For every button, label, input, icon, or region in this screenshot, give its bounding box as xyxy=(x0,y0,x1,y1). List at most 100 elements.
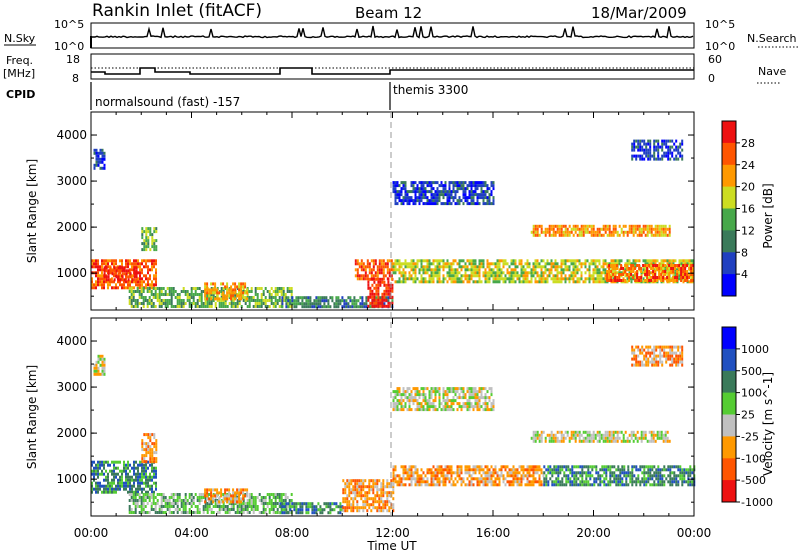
velocity-region-0 xyxy=(91,460,157,494)
velocity-colorbar-tick-7: -1000 xyxy=(741,496,773,509)
velocity-colorbar-tick-5: -100 xyxy=(741,452,766,465)
velocity-region-4 xyxy=(204,488,249,504)
power-region-1 xyxy=(103,266,138,282)
freq-unit: [MHz] xyxy=(3,67,35,80)
cpid-label: CPID xyxy=(6,88,35,101)
power-region-3 xyxy=(93,148,106,170)
velocity-region-10 xyxy=(392,387,495,412)
velocity-colorbar-tick-0: 1000 xyxy=(741,343,769,356)
power-colorbar: 28 24 20 16 12 8 4 xyxy=(721,120,755,297)
nsearch-tick-top: 10^5 xyxy=(705,18,735,31)
velocity-ytick-2: 2000 xyxy=(56,426,87,440)
nsky-label: N.Sky xyxy=(4,32,36,45)
cpid-segment-1: normalsound (fast) -157 xyxy=(95,95,240,109)
cpid-segment-2: themis 3300 xyxy=(393,83,468,97)
power-region-8 xyxy=(354,259,393,281)
power-region-10 xyxy=(606,264,695,282)
x-tick-5: 20:00 xyxy=(576,526,611,540)
nsky-tick-bottom: 10^0 xyxy=(54,40,84,53)
velocity-colorbar-tick-2: 100 xyxy=(741,387,762,400)
velocity-colorbar-swatch-4 xyxy=(722,414,736,437)
freq-tick-top: 18 xyxy=(66,53,80,66)
freq-trace xyxy=(91,67,694,75)
date-title: 18/Mar/2009 xyxy=(591,4,687,22)
power-colorbar-tick-1: 24 xyxy=(741,159,755,172)
velocity-ytick-3: 1000 xyxy=(56,472,87,486)
velocity-colorbar-swatch-7 xyxy=(722,480,736,503)
velocity-ytick-0: 4000 xyxy=(56,334,87,348)
nave-label: Nave xyxy=(758,65,786,78)
power-region-5 xyxy=(204,282,249,301)
power-panel: 4000 3000 2000 1000 Slant Range [km] 28 24 20… xyxy=(25,111,775,311)
velocity-colorbar-tick-3: 25 xyxy=(741,409,755,422)
power-colorbar-swatch-3 xyxy=(722,186,736,209)
velocity-colorbar-label: Velocity [m s^-1] xyxy=(761,372,775,476)
beam-title: Beam 12 xyxy=(355,4,422,22)
x-tick-1: 04:00 xyxy=(174,526,209,540)
velocity-region-2 xyxy=(93,354,106,376)
power-region-13 xyxy=(631,139,684,161)
velocity-region-9 xyxy=(530,430,671,443)
power-region-2 xyxy=(141,227,158,252)
power-region-11 xyxy=(530,224,671,237)
nsky-trace xyxy=(90,25,694,48)
velocity-region-11 xyxy=(631,345,684,367)
velocity-colorbar-swatch-3 xyxy=(722,392,736,415)
power-ytick-3: 1000 xyxy=(56,266,87,280)
power-colorbar-swatch-2 xyxy=(722,164,736,188)
velocity-ytick-1: 3000 xyxy=(56,380,87,394)
velocity-ylabel: Slant Range [km] xyxy=(25,365,39,469)
x-tick-0: 00:00 xyxy=(74,526,109,540)
time-axis: 00:00 04:00 08:00 12:00 16:00 20:00 00:00 xyxy=(74,526,712,540)
velocity-colorbar: 1000 500 100 25 -25 -100 -500 -1000 xyxy=(721,326,773,509)
power-colorbar-tick-2: 20 xyxy=(741,181,755,194)
nsearch-tick-bottom: 10^0 xyxy=(705,40,735,53)
nsearch-label: N.Search xyxy=(747,32,797,45)
velocity-colorbar-swatch-1 xyxy=(722,348,736,372)
power-region-7 xyxy=(367,277,394,308)
velocity-region-5 xyxy=(279,502,344,515)
power-colorbar-tick-0: 28 xyxy=(741,137,755,150)
x-tick-2: 08:00 xyxy=(275,526,310,540)
x-tick-6: 00:00 xyxy=(677,526,712,540)
power-colorbar-swatch-5 xyxy=(722,230,736,253)
power-colorbar-tick-4: 12 xyxy=(741,224,755,237)
station-title: Rankin Inlet (fitACF) xyxy=(92,1,262,21)
x-tick-3: 12:00 xyxy=(375,526,410,540)
power-colorbar-swatch-4 xyxy=(722,208,736,231)
x-tick-4: 16:00 xyxy=(476,526,511,540)
power-colorbar-swatch-1 xyxy=(722,142,736,166)
velocity-colorbar-swatch-6 xyxy=(722,458,736,481)
velocity-colorbar-tick-4: -25 xyxy=(741,430,759,443)
velocity-colorbar-swatch-0 xyxy=(722,327,736,350)
power-colorbar-swatch-7 xyxy=(722,274,736,297)
nsky-tick-top: 10^5 xyxy=(54,18,84,31)
velocity-colorbar-tick-6: -500 xyxy=(741,474,766,487)
velocity-colorbar-swatch-2 xyxy=(722,370,736,394)
velocity-panel: 4000 3000 2000 1000 Slant Range [km] 1000 50… xyxy=(25,317,775,517)
power-ylabel: Slant Range [km] xyxy=(25,159,39,263)
freq-tick-bottom: 8 xyxy=(72,72,79,85)
velocity-region-7 xyxy=(392,465,545,487)
power-ytick-1: 3000 xyxy=(56,174,87,188)
power-colorbar-tick-5: 8 xyxy=(741,246,748,259)
cpid-panel: CPID normalsound (fast) -157 themis 3300 xyxy=(6,82,468,110)
nave-tick-bottom: 0 xyxy=(708,72,715,85)
power-colorbar-swatch-6 xyxy=(722,252,736,275)
x-axis-label: Time UT xyxy=(366,539,417,553)
velocity-colorbar-tick-1: 500 xyxy=(741,365,762,378)
power-region-12 xyxy=(392,181,495,206)
nsky-panel: N.Sky 10^5 10^0 10^5 10^0 N.Search xyxy=(4,18,798,53)
freq-panel: Freq. [MHz] 18 8 60 0 Nave xyxy=(3,53,786,85)
velocity-colorbar-swatch-5 xyxy=(722,436,736,459)
power-ytick-0: 4000 xyxy=(56,128,87,142)
power-colorbar-tick-3: 16 xyxy=(741,203,755,216)
nave-tick-top: 60 xyxy=(708,53,722,66)
freq-label: Freq. xyxy=(6,54,33,67)
power-ytick-2: 2000 xyxy=(56,220,87,234)
power-colorbar-tick-6: 4 xyxy=(741,268,748,281)
velocity-region-1 xyxy=(141,433,158,464)
power-colorbar-label: Power [dB] xyxy=(761,183,775,248)
power-colorbar-swatch-0 xyxy=(722,121,736,144)
